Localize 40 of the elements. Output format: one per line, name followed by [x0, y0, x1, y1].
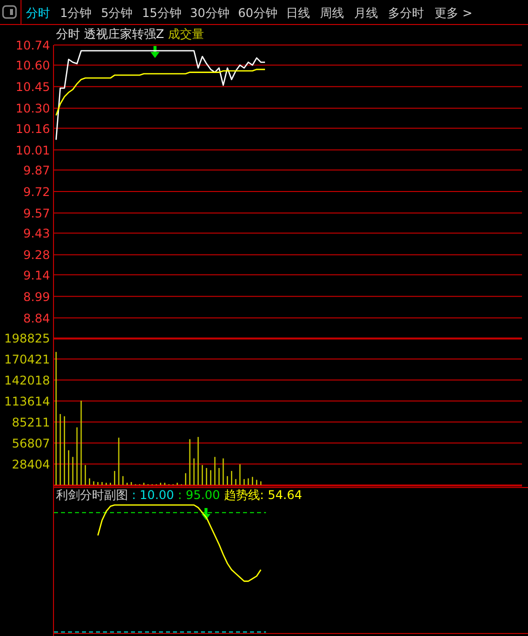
text: : 54.64 [260, 488, 302, 502]
y-tick-label: 170421 [4, 352, 50, 366]
text: 分时 [26, 6, 50, 20]
y-tick-label: 10.45 [16, 80, 50, 94]
y-tick-label: 10.01 [16, 143, 50, 158]
series-label: 趋势线 [220, 488, 260, 502]
y-tick-label: 142018 [4, 374, 50, 388]
y-tick-label: 8.84 [23, 311, 50, 326]
text: : 10.00 [128, 488, 174, 502]
chart-subtitle: 成交量 [164, 27, 204, 41]
y-tick-label: 10.74 [16, 38, 50, 52]
text: 1分钟 [60, 6, 92, 20]
y-tick-label: 10.16 [16, 122, 50, 136]
text: 5分钟 [101, 6, 133, 20]
y-tick-label: 9.43 [23, 226, 50, 241]
y-tick-label: 56807 [12, 436, 50, 450]
y-tick-label: 8.99 [23, 290, 50, 304]
y-tick-label: 10.60 [16, 58, 50, 73]
text: 日线 [286, 6, 310, 20]
y-tick-label: 9.87 [23, 163, 50, 178]
text: 更多 > [434, 6, 472, 20]
y-tick-label: 9.28 [23, 248, 50, 262]
text: 多分时 [388, 6, 424, 20]
y-tick-label: 85211 [12, 416, 50, 430]
text: 60分钟 [238, 6, 278, 20]
text: 月线 [354, 6, 378, 20]
text: 周线 [320, 6, 344, 20]
line-series [55, 68, 266, 116]
text: : 95.00 [174, 488, 220, 502]
y-tick-label: 198825 [4, 332, 50, 346]
text: 30分钟 [190, 6, 230, 20]
y-tick-label: 28404 [12, 458, 50, 472]
y-tick-label: 113614 [4, 394, 50, 408]
y-tick-label: 9.14 [23, 268, 50, 282]
chart-title: 利剑分时副图 [56, 488, 128, 502]
text: 15分钟 [142, 6, 182, 20]
chart-title: 分时 透视庄家转强Z [56, 27, 164, 41]
y-tick-label: 10.30 [16, 102, 50, 116]
y-tick-label: 9.72 [23, 185, 50, 199]
y-tick-label: 9.57 [23, 206, 50, 221]
